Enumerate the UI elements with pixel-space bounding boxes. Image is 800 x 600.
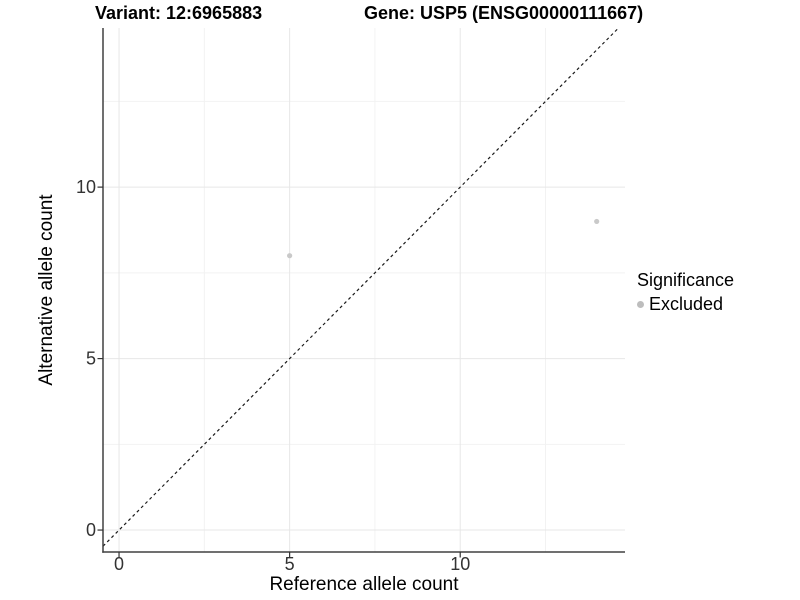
y-tick-label: 10 xyxy=(76,177,96,197)
x-tick-label: 10 xyxy=(450,554,470,574)
y-tick-label: 0 xyxy=(86,520,96,540)
legend-item-excluded: Excluded xyxy=(637,294,734,315)
variant-title: Variant: 12:6965883 xyxy=(95,3,263,23)
data-point xyxy=(594,218,600,225)
x-axis-title: Reference allele count xyxy=(269,574,459,595)
y-tick-label: 5 xyxy=(86,349,96,369)
legend: Significance Excluded xyxy=(637,270,734,315)
x-tick-label: 0 xyxy=(114,554,124,574)
gene-title: Gene: USP5 (ENSG00000111667) xyxy=(364,3,644,23)
data-point xyxy=(287,253,293,259)
excluded-point-icon xyxy=(637,301,644,308)
identity-line xyxy=(102,27,619,547)
legend-title: Significance xyxy=(637,270,735,290)
x-tick-label: 5 xyxy=(285,554,295,574)
y-axis-title: Alternative allele count xyxy=(36,194,57,386)
legend-item-label: Excluded xyxy=(649,294,724,314)
